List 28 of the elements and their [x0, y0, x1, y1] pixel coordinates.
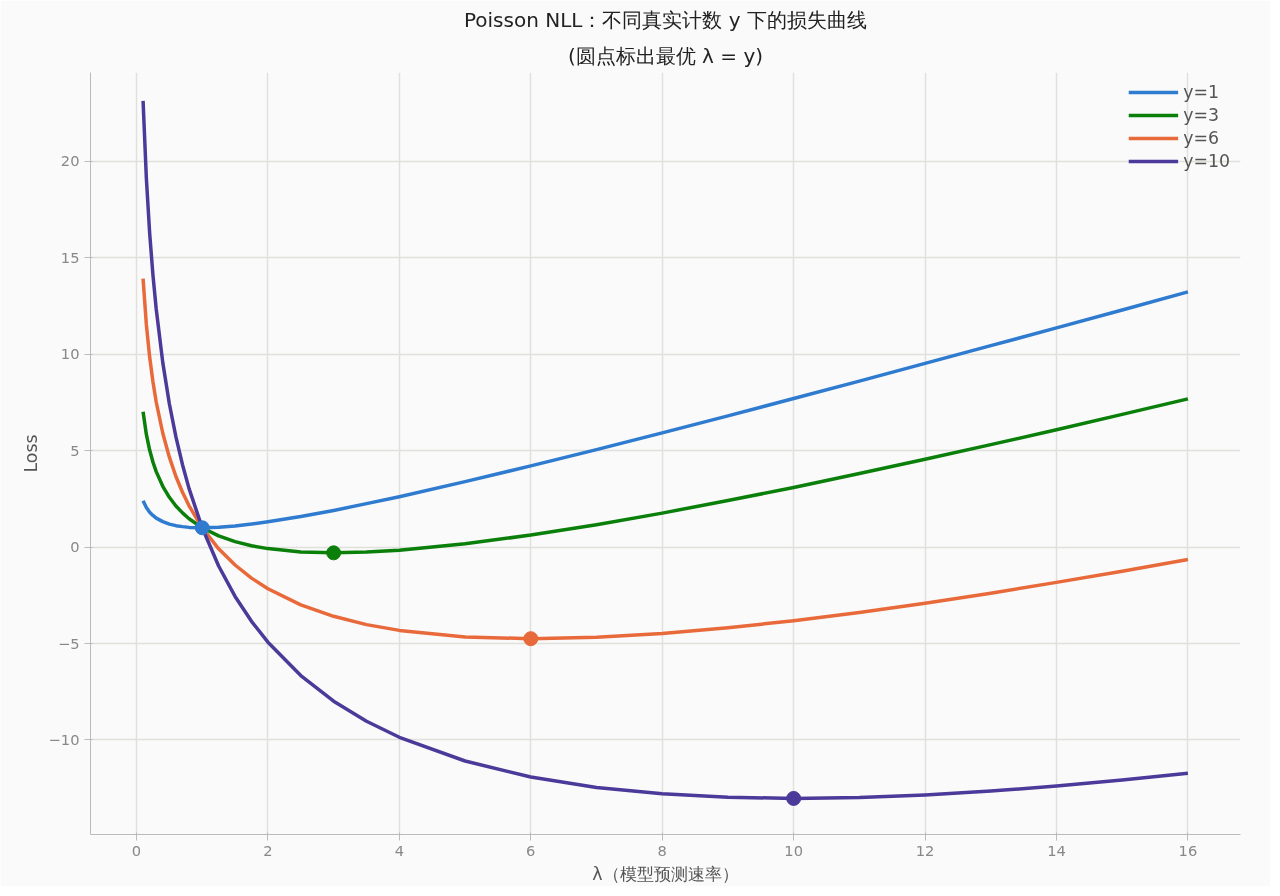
x-tick-label: 0	[131, 841, 142, 859]
x-tick-label: 16	[1178, 841, 1198, 859]
y-tick-label: 20	[60, 152, 80, 170]
y-tick-label: 10	[60, 345, 80, 363]
y-tick-label: 5	[70, 441, 80, 459]
chart-title: Poisson NLL：不同真实计数 y 下的损失曲线	[463, 7, 868, 32]
y-tick-label: −10	[48, 730, 80, 748]
x-axis-title: λ（模型预测速率）	[592, 863, 739, 884]
x-tick-label: 4	[394, 841, 405, 859]
y-tick-label: −5	[57, 634, 80, 652]
x-tick-label: 14	[1047, 841, 1066, 859]
y-axis-title: Loss	[20, 434, 41, 473]
point	[194, 520, 210, 536]
x-tick-label: 12	[915, 841, 935, 859]
point	[326, 545, 342, 561]
y-tick-label: 15	[60, 248, 80, 266]
legend-label: y=6	[1183, 128, 1219, 148]
point	[786, 790, 802, 806]
chart-subtitle: (圆点标出最优 λ = y)	[567, 43, 764, 68]
x-tick-label: 6	[526, 841, 536, 859]
y-tick-label: 0	[70, 538, 80, 556]
x-tick-label: 2	[263, 841, 273, 859]
x-tick-label: 10	[784, 841, 803, 859]
x-tick-label: 8	[657, 841, 667, 859]
legend-label: y=10	[1183, 151, 1230, 171]
point	[523, 631, 539, 647]
legend-label: y=1	[1183, 82, 1219, 102]
legend-label: y=3	[1183, 105, 1219, 125]
